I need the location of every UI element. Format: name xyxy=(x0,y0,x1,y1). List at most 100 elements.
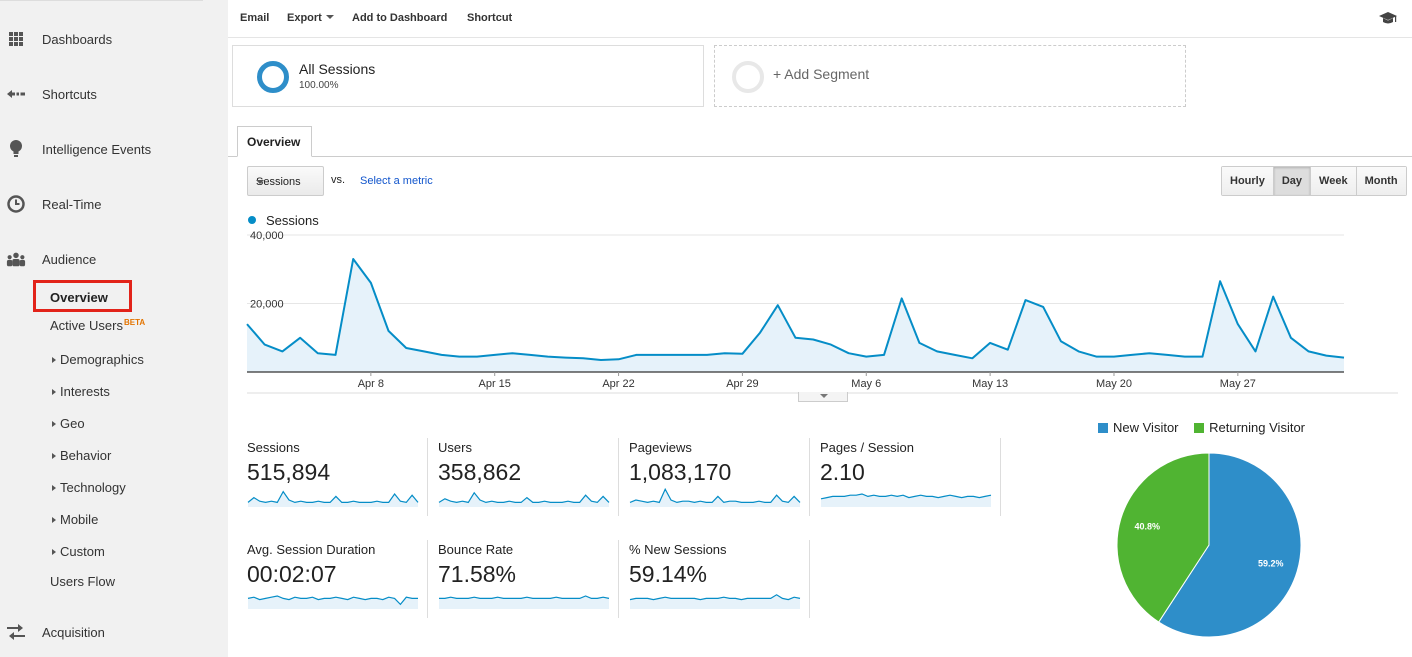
shortcut-arrow-icon xyxy=(6,84,26,104)
sidebar-item-label: Overview xyxy=(50,290,108,305)
scorecard-avg-session-duration[interactable]: Avg. Session Duration 00:02:07 xyxy=(247,542,429,622)
sessions-area xyxy=(247,259,1344,372)
grid-icon xyxy=(6,29,26,49)
select-metric-link[interactable]: Select a metric xyxy=(360,175,433,187)
sidebar-item-label: Geo xyxy=(60,416,85,431)
sidebar-item-custom[interactable]: Custom xyxy=(52,544,105,559)
sidebar-item-label: Demographics xyxy=(60,352,144,367)
sidebar-item-acquisition[interactable]: Acquisition xyxy=(0,621,228,643)
x-tick-label: Apr 22 xyxy=(602,378,634,390)
tab-divider xyxy=(228,156,1412,157)
caret-right-icon xyxy=(52,485,56,491)
metric-dropdown[interactable]: Sessions xyxy=(247,166,324,196)
sidebar-item-shortcuts[interactable]: Shortcuts xyxy=(0,83,228,105)
legend-label: New Visitor xyxy=(1113,420,1179,435)
sidebar-item-overview[interactable]: Overview xyxy=(33,280,132,312)
sparkline-area xyxy=(630,594,800,609)
sparkline-area xyxy=(630,489,800,507)
scorecard-pageviews[interactable]: Pageviews 1,083,170 xyxy=(629,440,811,520)
sidebar-item-label: Intelligence Events xyxy=(42,141,152,157)
granularity-day-button[interactable]: Day xyxy=(1272,167,1311,195)
pie-slice-label: 59.2% xyxy=(1258,558,1284,568)
granularity-month-button[interactable]: Month xyxy=(1355,167,1406,195)
sidebar-item-label: Custom xyxy=(60,544,105,559)
x-tick-label: Apr 29 xyxy=(726,378,758,390)
sidebar-item-label: Dashboards xyxy=(42,31,113,47)
add-to-dashboard-button[interactable]: Add to Dashboard xyxy=(352,12,448,24)
sidebar-item-demographics[interactable]: Demographics xyxy=(52,352,144,367)
legend-swatch xyxy=(1098,423,1108,433)
pie-slice-new-visitor[interactable] xyxy=(1158,452,1302,638)
scorecard-label: Avg. Session Duration xyxy=(247,542,376,557)
sparkline-line xyxy=(629,487,801,504)
sidebar-item-technology[interactable]: Technology xyxy=(52,480,126,495)
sidebar-item-active-users[interactable]: Active UsersBETA xyxy=(50,318,145,333)
scorecard-sessions[interactable]: Sessions 515,894 xyxy=(247,440,429,520)
granularity-hourly-button[interactable]: Hourly xyxy=(1222,167,1273,195)
sidebar-item-real-time[interactable]: Real-Time xyxy=(0,193,228,215)
sidebar-item-geo[interactable]: Geo xyxy=(52,416,85,431)
scorecard-label: Pageviews xyxy=(629,440,692,455)
sparkline xyxy=(439,595,610,609)
caret-right-icon xyxy=(52,357,56,363)
scorecard-separator xyxy=(427,438,428,516)
granularity-week-button[interactable]: Week xyxy=(1310,167,1356,195)
y-tick-label: 20,000 xyxy=(250,299,284,311)
x-tick-label: May 27 xyxy=(1220,378,1256,390)
segment-empty-ring-icon xyxy=(732,61,764,93)
sparkline-area xyxy=(439,596,609,609)
segment-percent: 100.00% xyxy=(299,80,339,91)
scorecard-pages-session[interactable]: Pages / Session 2.10 xyxy=(820,440,1002,520)
sidebar-item-audience[interactable]: Audience xyxy=(0,248,228,270)
scorecard-separator xyxy=(1000,438,1001,516)
sparkline xyxy=(438,491,610,507)
sparkline xyxy=(247,490,419,507)
caret-right-icon xyxy=(52,453,56,459)
sidebar-item-intelligence-events[interactable]: Intelligence Events xyxy=(0,138,228,160)
sidebar-item-behavior[interactable]: Behavior xyxy=(52,448,111,463)
sparkline-line xyxy=(439,595,610,599)
scorecard-label: Users xyxy=(438,440,472,455)
export-button[interactable]: Export xyxy=(287,12,334,24)
pie-legend-returning-visitor: Returning Visitor xyxy=(1194,420,1305,435)
clock-icon xyxy=(6,194,26,214)
scorecard-separator xyxy=(618,540,619,618)
y-tick-label: 40,000 xyxy=(250,230,284,242)
email-button[interactable]: Email xyxy=(240,12,270,24)
scorecard-bounce-rate[interactable]: Bounce Rate 71.58% xyxy=(438,542,620,622)
sidebar-item-label: Users Flow xyxy=(50,574,116,589)
add-segment-button[interactable]: + Add Segment xyxy=(714,45,1186,107)
sidebar-item-mobile[interactable]: Mobile xyxy=(52,512,98,527)
graduation-cap-icon[interactable] xyxy=(1378,10,1398,31)
x-tick-label: Apr 15 xyxy=(478,378,510,390)
pie-legend: New Visitor Returning Visitor xyxy=(1098,420,1305,435)
x-tick-label: May 6 xyxy=(851,378,881,390)
sparkline-area xyxy=(248,491,418,507)
x-tick-label: May 13 xyxy=(972,378,1008,390)
scorecard-separator xyxy=(427,540,428,618)
shortcut-button[interactable]: Shortcut xyxy=(467,12,513,24)
caret-right-icon xyxy=(52,421,56,427)
sparkline-line xyxy=(438,491,610,504)
scorecard-value: 71.58% xyxy=(438,561,517,587)
scorecard-new-sessions[interactable]: % New Sessions 59.14% xyxy=(629,542,811,622)
sidebar-item-users-flow[interactable]: Users Flow xyxy=(50,574,115,589)
sidebar-item-dashboards[interactable]: Dashboards xyxy=(0,28,228,50)
sidebar-item-label: Active Users xyxy=(50,318,123,333)
legend-label: Sessions xyxy=(266,213,319,228)
sessions-line xyxy=(246,258,1345,361)
pie-slice-returning-visitor[interactable] xyxy=(1116,452,1210,623)
segment-all-sessions[interactable]: All Sessions 100.00% xyxy=(232,45,704,107)
legend-swatch xyxy=(1194,423,1205,433)
scorecard-users[interactable]: Users 358,862 xyxy=(438,440,620,520)
chart-collapse-toggle[interactable] xyxy=(798,392,848,402)
tab-overview[interactable]: Overview xyxy=(237,126,312,157)
sidebar-item-label: Technology xyxy=(60,480,126,495)
x-tick-label: Apr 8 xyxy=(358,378,384,390)
vs-label: vs. xyxy=(331,174,346,186)
sidebar-item-interests[interactable]: Interests xyxy=(52,384,110,399)
chevron-down-icon xyxy=(325,15,334,19)
sidebar: Dashboards Shortcuts Intelligence Events… xyxy=(0,0,228,657)
sparkline xyxy=(247,595,418,609)
sparkline-line xyxy=(820,493,992,500)
